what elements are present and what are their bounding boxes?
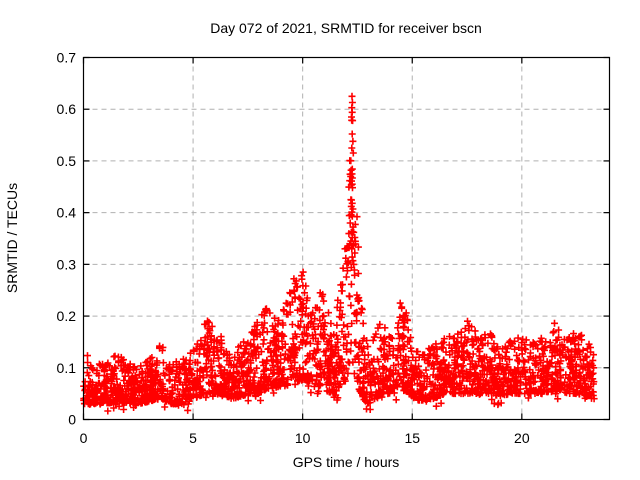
y-tick-label: 0.6 xyxy=(57,101,77,117)
x-tick-label: 20 xyxy=(514,430,530,446)
y-tick-label: 0.5 xyxy=(57,153,77,169)
data-points-plus-markers xyxy=(80,92,598,415)
y-tick-label: 0.2 xyxy=(57,308,77,324)
y-axis-label: SRMTID / TECUs xyxy=(4,183,20,293)
y-tick-label: 0.7 xyxy=(57,50,77,66)
y-tick-label: 0 xyxy=(68,412,76,428)
plot-border xyxy=(82,56,611,421)
x-tick-label: 10 xyxy=(295,430,311,446)
x-tick-label: 5 xyxy=(189,430,197,446)
tick-labels: 0 5 10 15 20 0 0.1 0.2 0.3 0.4 0.5 0.6 0.7 xyxy=(57,50,530,447)
x-axis-label: GPS time / hours xyxy=(293,454,400,470)
y-tick-label: 0.1 xyxy=(57,360,77,376)
y-tick-label: 0.3 xyxy=(57,256,77,272)
plot-frame xyxy=(82,56,611,421)
chart-title: Day 072 of 2021, SRMTID for receiver bsc… xyxy=(210,20,482,36)
x-tick-label: 15 xyxy=(404,430,420,446)
scatter-series xyxy=(80,92,598,415)
y-tick-label: 0.4 xyxy=(57,205,77,221)
x-tick-label: 0 xyxy=(80,430,88,446)
